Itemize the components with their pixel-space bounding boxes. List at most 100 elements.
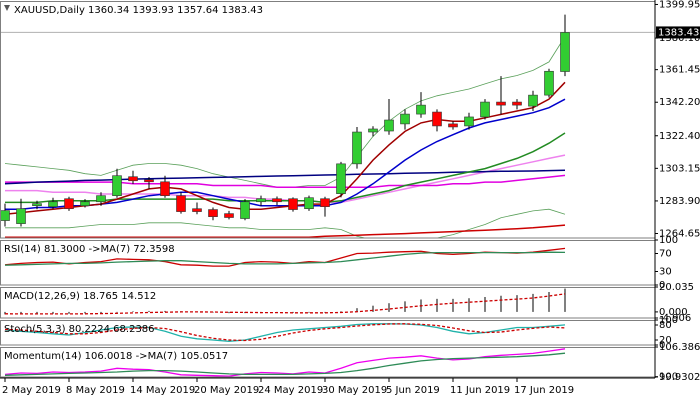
indicator-line <box>4 352 566 376</box>
candle-body <box>0 210 10 221</box>
histogram-bar <box>564 288 566 312</box>
x-tick-label: 24 May 2019 <box>258 385 323 396</box>
x-tick-label: 5 Jun 2019 <box>386 385 440 396</box>
candle-body <box>80 201 90 206</box>
candle-body <box>96 195 106 203</box>
candle-body <box>384 119 394 132</box>
candle-body <box>32 203 42 206</box>
y-tick-label: 0 <box>659 340 665 351</box>
panel-title: XAUUSD,Daily 1360.34 1393.93 1357.64 138… <box>14 5 263 16</box>
candle-body <box>144 179 154 183</box>
indicator-line <box>4 293 566 315</box>
histogram-bar <box>148 310 150 312</box>
histogram-bar <box>68 311 70 314</box>
y-tick-label: 1380.10 <box>659 33 700 44</box>
histogram-bar <box>100 311 102 314</box>
current-price-label: 1383.43 <box>658 27 699 38</box>
histogram-bar <box>36 311 38 314</box>
candle-body <box>528 94 538 107</box>
histogram-bar <box>532 293 534 312</box>
y-tick-label: 0 <box>659 280 665 291</box>
candle-body <box>240 201 250 219</box>
panel-title: MACD(12,26,9) 18.765 14.512 <box>4 291 156 302</box>
y-tick-label: 70 <box>659 249 672 260</box>
candle-body <box>560 32 570 72</box>
y-tick-label: 1342.20 <box>659 97 700 108</box>
title-icon <box>4 5 10 11</box>
y-tick-label: 106.3862 <box>659 342 700 353</box>
histogram-bar <box>116 311 118 313</box>
y-tick-label: 0.000 <box>659 307 688 318</box>
indicator-line <box>4 247 566 267</box>
indicator-line <box>4 251 566 266</box>
panel-title: Stoch(5,3,3) 80.2224 68.2386 <box>4 324 155 335</box>
panel-0 <box>0 14 655 238</box>
y-tick-label: 1399.95 <box>659 0 700 10</box>
x-tick-label: 2 May 2019 <box>2 385 61 396</box>
y-tick-label: 1303.15 <box>659 163 700 174</box>
current-price-box <box>656 26 700 39</box>
candle-body <box>352 131 362 165</box>
panel-2 <box>4 288 566 315</box>
y-tick-label: 99.9302 <box>659 372 700 383</box>
candle-body <box>48 201 58 207</box>
y-tick-label: 100 <box>659 372 678 383</box>
candle-body <box>176 195 186 212</box>
candle-body <box>336 163 346 194</box>
histogram-bar <box>340 311 342 312</box>
histogram-bar <box>212 311 214 313</box>
candle-body <box>416 104 426 115</box>
histogram-bar <box>164 310 166 312</box>
histogram-bar <box>404 301 406 312</box>
y-tick-label: 80 <box>659 320 672 331</box>
candle-body <box>304 197 314 210</box>
y-tick-label: 1361.45 <box>659 65 700 76</box>
histogram-bar <box>52 311 54 314</box>
x-tick-label: 20 May 2019 <box>194 385 259 396</box>
y-tick-label: 1322.40 <box>659 131 700 142</box>
candle-body <box>224 213 234 218</box>
x-tick-label: 14 May 2019 <box>130 385 195 396</box>
histogram-bar <box>468 298 470 312</box>
histogram-bar <box>388 303 390 312</box>
candle-body <box>496 101 506 106</box>
candle-body <box>432 111 442 127</box>
histogram-bar <box>516 295 518 312</box>
panel-1 <box>4 247 566 267</box>
candle-body <box>464 116 474 127</box>
panel-title: RSI(14) 81.3000 ->MA(7) 72.3598 <box>4 244 175 255</box>
panel-4 <box>4 348 566 377</box>
y-tick-label: -4.906 <box>659 313 691 324</box>
candle-body <box>512 101 522 106</box>
candle-body <box>256 198 266 203</box>
histogram-bar <box>84 311 86 314</box>
histogram-bar <box>548 292 550 312</box>
candle-body <box>320 198 330 207</box>
histogram-bar <box>228 311 230 314</box>
y-tick-label: 1283.90 <box>659 196 700 207</box>
indicator-line <box>4 323 566 342</box>
candle-body <box>400 113 410 125</box>
histogram-bar <box>452 298 454 312</box>
histogram-bar <box>308 311 310 313</box>
candle-body <box>480 101 490 118</box>
moving-average-line <box>5 224 566 238</box>
histogram-bar <box>436 298 438 312</box>
candle-body <box>208 209 218 217</box>
panel-3 <box>4 323 566 342</box>
histogram-bar <box>372 305 374 312</box>
candle-body <box>16 208 26 224</box>
moving-average-line <box>5 208 566 238</box>
moving-average-line <box>5 174 566 188</box>
y-tick-label: 20.035 <box>659 282 694 293</box>
candle-body <box>112 175 122 196</box>
x-tick-label: 17 Jun 2019 <box>514 385 574 396</box>
candle-body <box>64 198 74 210</box>
moving-average-line <box>5 154 566 204</box>
y-tick-label: 30 <box>659 267 672 278</box>
x-tick-label: 30 May 2019 <box>322 385 387 396</box>
candle-body <box>288 198 298 210</box>
